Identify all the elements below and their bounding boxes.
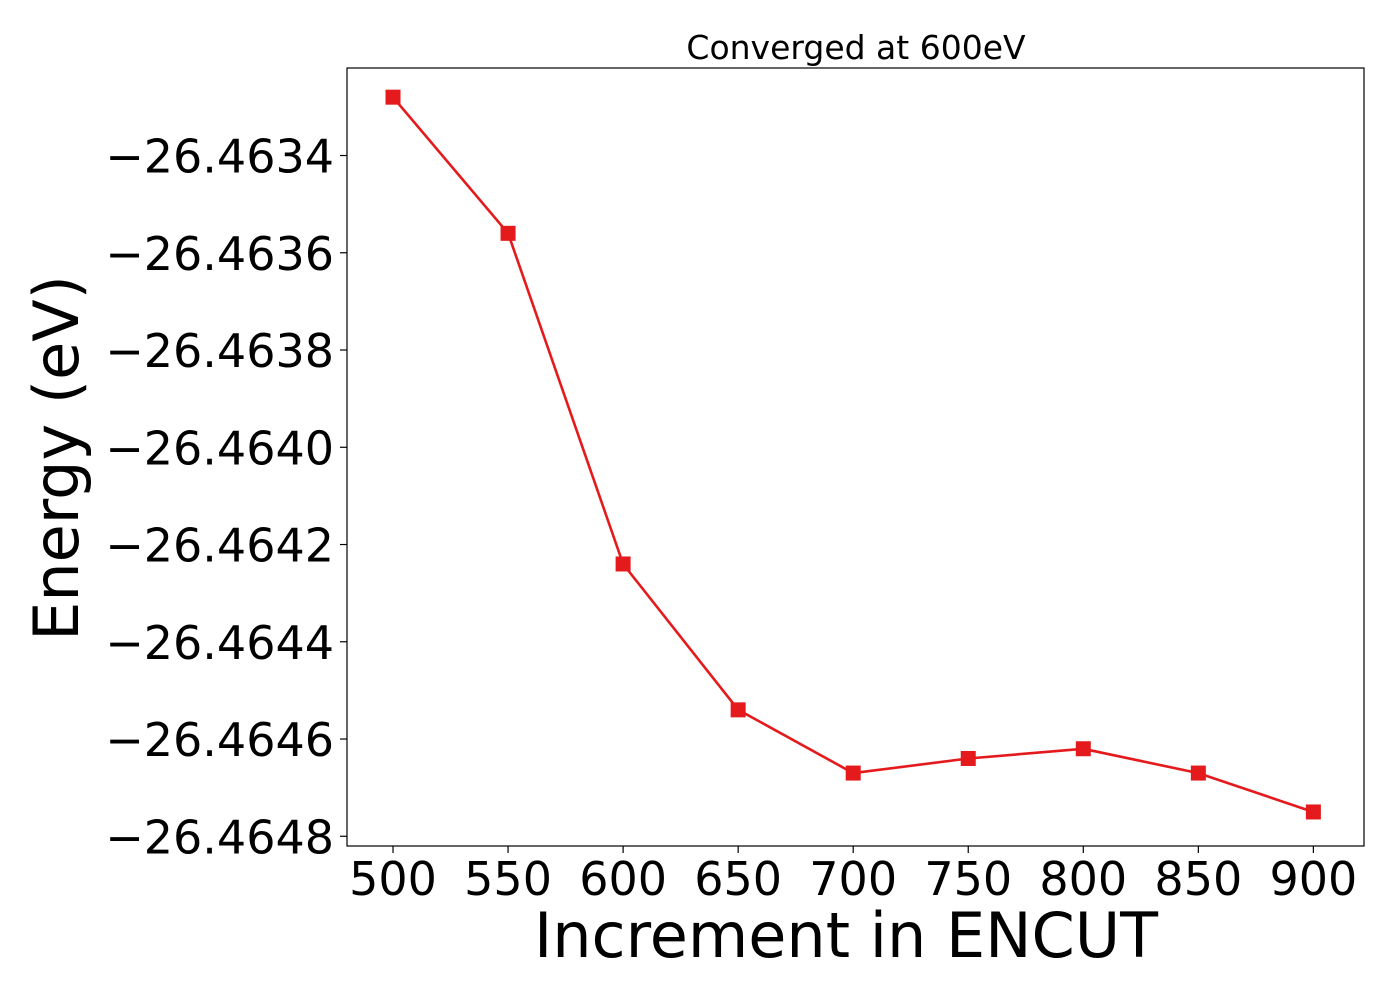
y-axis-label: Energy (eV) xyxy=(20,275,93,641)
y-tick-label: −26.4646 xyxy=(105,713,334,767)
data-point xyxy=(960,750,976,766)
x-tick-label: 600 xyxy=(579,852,667,906)
x-tick-label: 750 xyxy=(924,852,1012,906)
y-tick-label: −26.4642 xyxy=(105,519,334,573)
x-tick-label: 850 xyxy=(1154,852,1242,906)
chart-title: Converged at 600eV xyxy=(686,28,1026,67)
data-point xyxy=(1305,804,1321,820)
axes-frame xyxy=(346,67,1365,847)
x-tick-label: 800 xyxy=(1039,852,1127,906)
data-point xyxy=(385,89,401,105)
x-tick-label: 900 xyxy=(1269,852,1357,906)
data-point xyxy=(1190,765,1206,781)
x-tick-label: 700 xyxy=(809,852,897,906)
x-tick-label: 650 xyxy=(694,852,782,906)
x-axis-label: Increment in ENCUT xyxy=(534,899,1159,972)
y-tick-label: −26.4636 xyxy=(105,227,334,281)
y-tick-label: −26.4634 xyxy=(105,130,334,184)
x-tick-label: 550 xyxy=(464,852,552,906)
data-point xyxy=(1075,741,1091,757)
data-point xyxy=(500,225,516,241)
data-point xyxy=(615,556,631,572)
y-tick-label: −26.4648 xyxy=(105,810,334,864)
x-tick-label: 500 xyxy=(349,852,437,906)
y-tick-label: −26.4640 xyxy=(105,421,334,475)
data-point xyxy=(845,765,861,781)
y-tick-label: −26.4644 xyxy=(105,616,334,670)
data-point xyxy=(730,702,746,718)
plot-area: 500 550 600 650 700 750 800 850 900 −26.4634 −26.4… xyxy=(105,67,1365,906)
y-tick-label: −26.4638 xyxy=(105,324,334,378)
